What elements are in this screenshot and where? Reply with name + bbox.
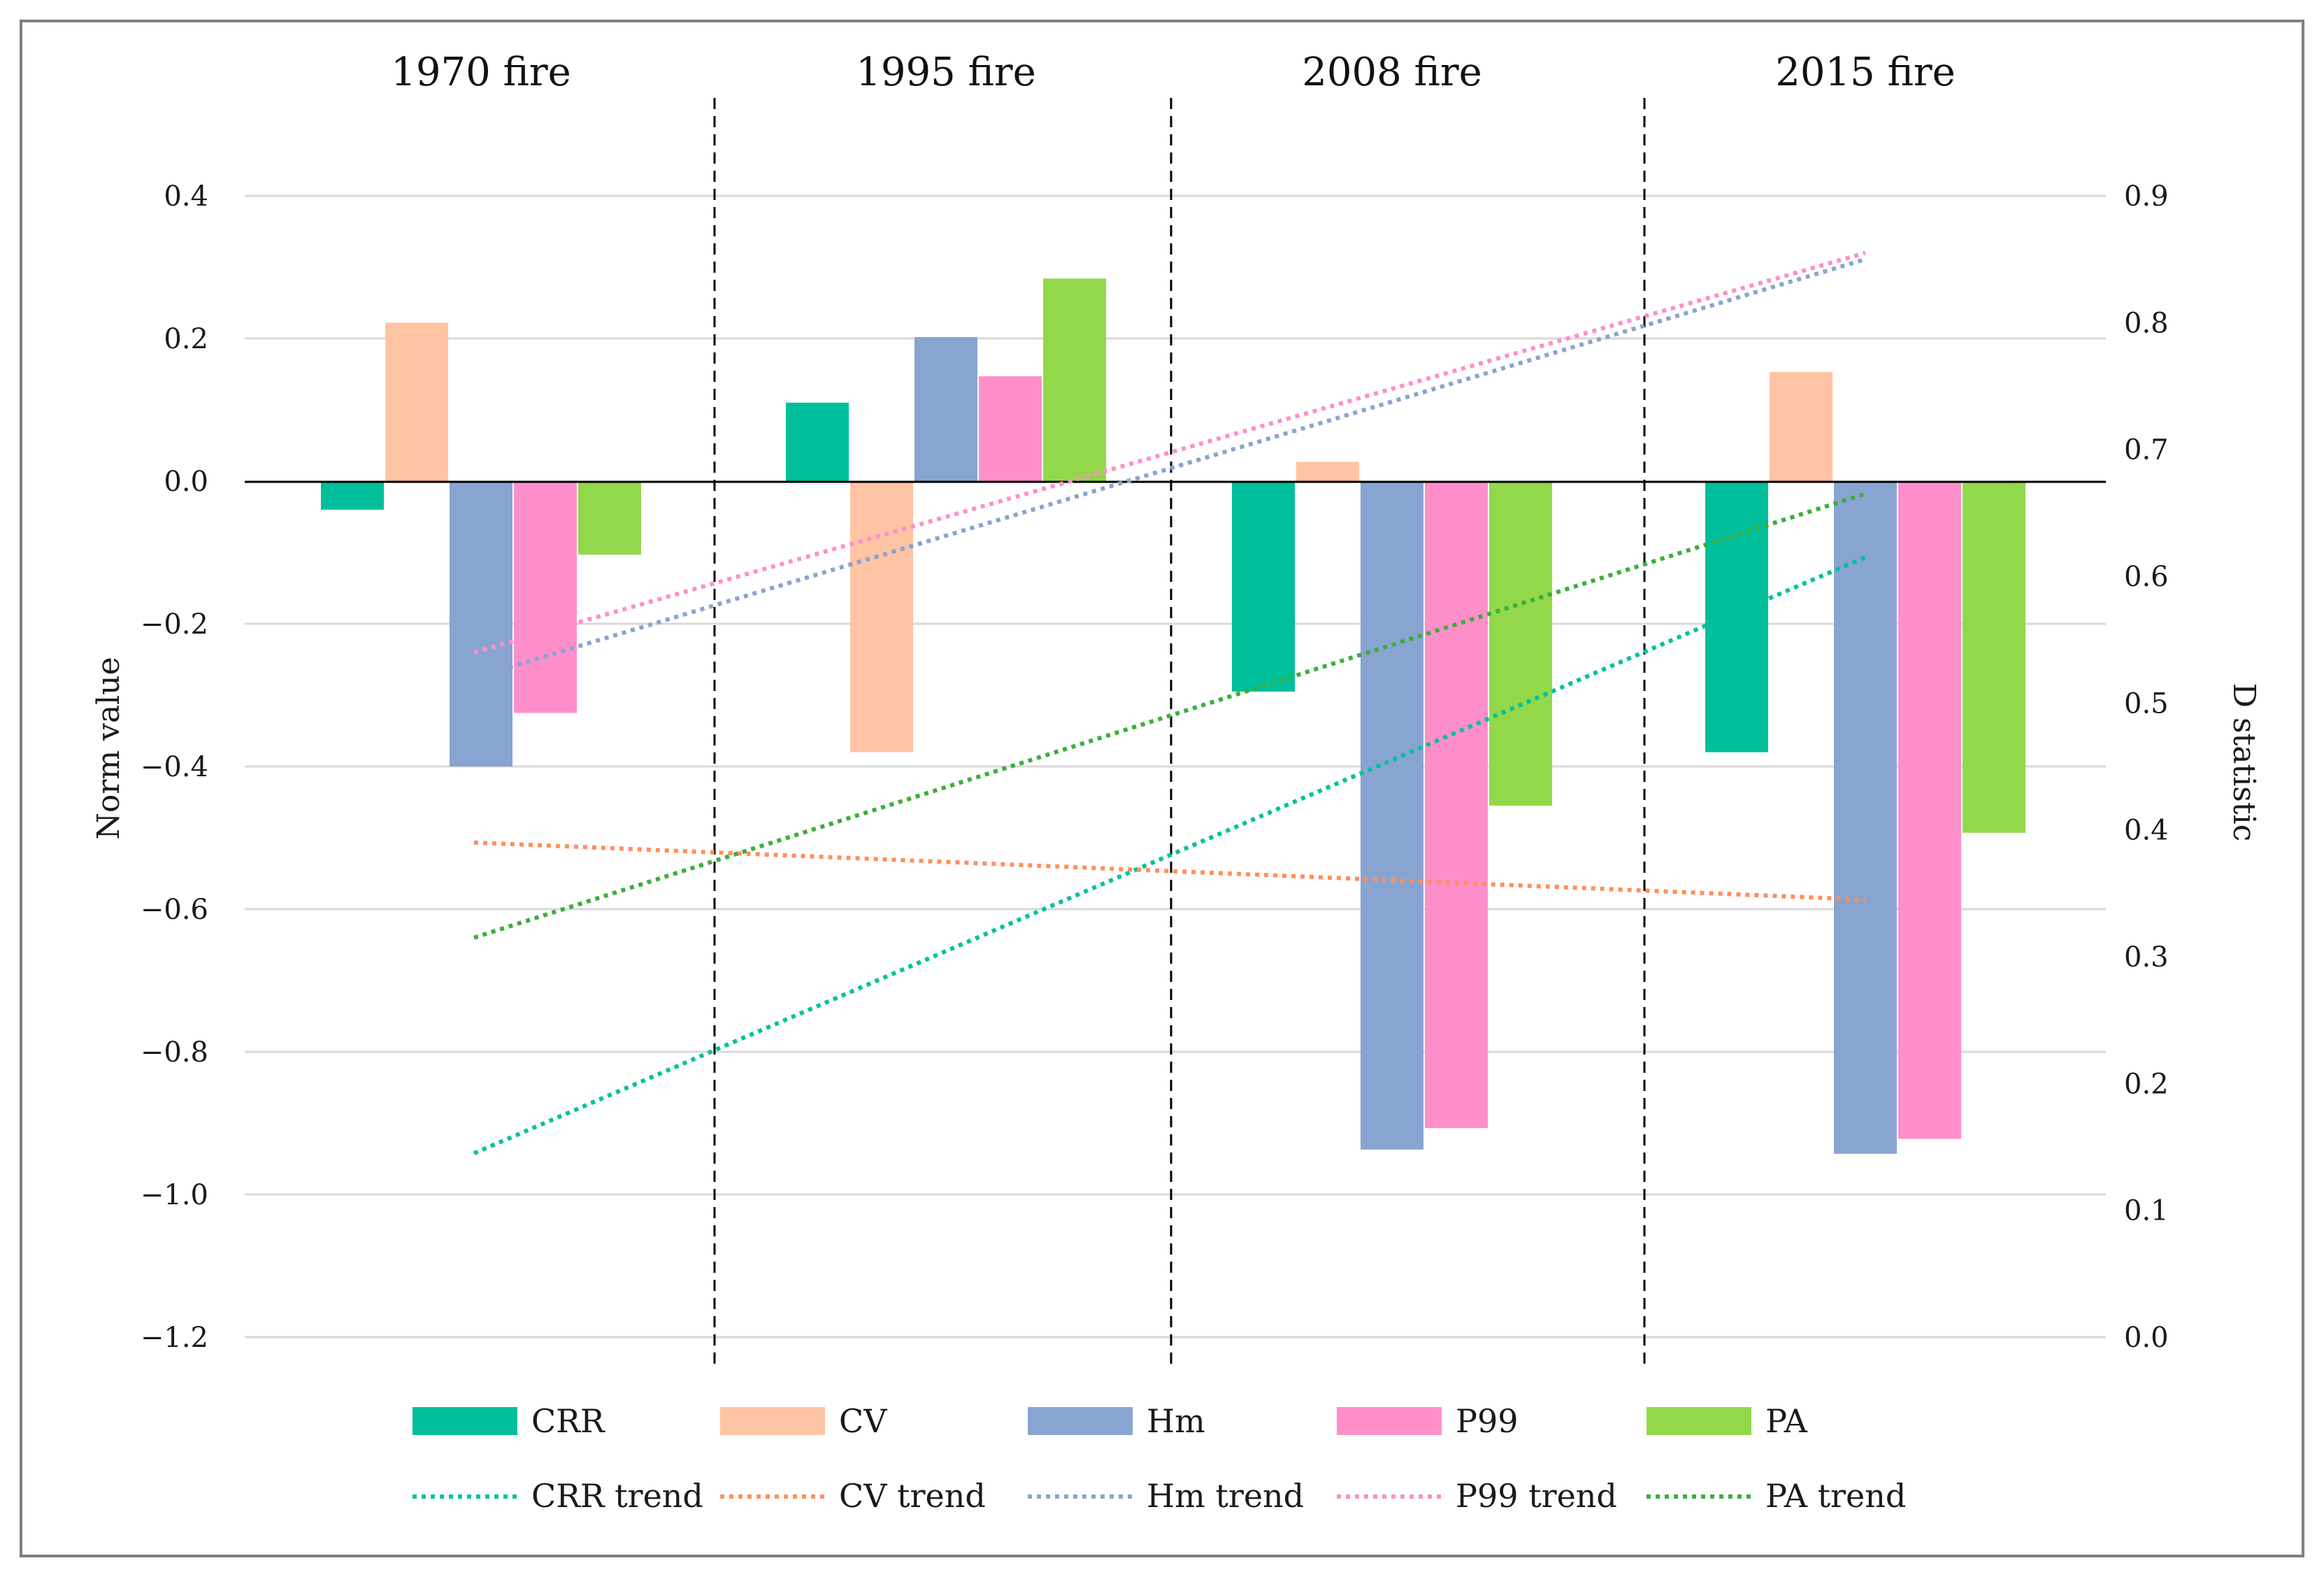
legend-label-hm: Hm (1147, 1402, 1205, 1440)
bar-pa (1043, 278, 1106, 481)
legend-label-hm-trend: Hm trend (1147, 1477, 1304, 1515)
y2-tick-label: 0.6 (2124, 561, 2169, 593)
bar-hm (914, 336, 977, 481)
y2-tick-label: 0.8 (2124, 307, 2169, 339)
legend-label-pa-trend: PA trend (1765, 1477, 1906, 1515)
bar-hm (450, 481, 512, 766)
bar-cv (385, 322, 448, 481)
legend-label-cv: CV (839, 1402, 887, 1440)
y2-axis-ticks: 0.9 0.8 0.7 0.6 0.5 0.4 0.3 0.2 0.1 0.0 (2124, 180, 2169, 1354)
y2-tick-label: 0.7 (2124, 434, 2169, 466)
group-title-label: 1995 fire (856, 50, 1036, 95)
bar-crr (1232, 481, 1295, 692)
bar-cv (850, 481, 913, 752)
legend-label-cv-trend: CV trend (839, 1477, 986, 1515)
bar-hm (1361, 481, 1423, 1150)
y-tick-label: 0.2 (164, 323, 208, 355)
group-dividers (713, 98, 1646, 1369)
trend-lines (473, 250, 1867, 1155)
y2-axis-title: D statistic (2226, 683, 2262, 842)
legend: CRR CV Hm P99 PA CRR trend CV trend Hm trend P99… (413, 1402, 1906, 1515)
group-title-label: 2008 fire (1302, 50, 1482, 95)
legend-swatch-crr (413, 1407, 517, 1435)
bar-p99 (1425, 481, 1488, 1129)
group-titles: 1970 fire 1995 fire 2008 fire 2015 fire (391, 50, 1956, 95)
y-tick-label: −0.6 (141, 894, 208, 926)
trend-line-crr (473, 555, 1867, 1155)
bar-cv (1770, 371, 1832, 481)
y-tick-label: −0.2 (141, 608, 208, 641)
legend-label-crr-trend: CRR trend (531, 1477, 703, 1515)
legend-label-crr: CRR (531, 1402, 605, 1440)
bar-crr (1705, 481, 1768, 752)
y2-tick-label: 0.4 (2124, 815, 2169, 847)
bar-pa (1963, 481, 2025, 833)
bar-pa (578, 481, 641, 555)
y2-tick-label: 0.0 (2124, 1322, 2169, 1354)
bar-hm (1834, 481, 1897, 1154)
bar-p99 (979, 376, 1042, 481)
bar-crr (321, 481, 384, 510)
y2-tick-label: 0.1 (2124, 1195, 2169, 1227)
legend-label-pa: PA (1765, 1402, 1808, 1440)
y2-tick-label: 0.3 (2124, 941, 2169, 973)
bar-pa (1489, 481, 1552, 806)
y-tick-label: −0.4 (141, 751, 208, 783)
trend-line-hm (473, 257, 1866, 680)
bar-crr (786, 402, 849, 481)
group-title-label: 2015 fire (1775, 50, 1956, 95)
group-title-label: 1970 fire (391, 50, 571, 95)
y-tick-label: −0.8 (141, 1036, 208, 1069)
legend-swatch-p99 (1337, 1407, 1442, 1435)
y-tick-label: 0.4 (164, 180, 208, 213)
legend-label-p99: P99 (1456, 1402, 1518, 1440)
y-tick-label: 0.0 (164, 466, 208, 498)
y2-tick-label: 0.9 (2124, 180, 2169, 213)
legend-label-p99-trend: P99 trend (1456, 1477, 1617, 1515)
y-tick-label: −1.2 (141, 1322, 208, 1354)
y2-tick-label: 0.2 (2124, 1068, 2169, 1100)
bar-p99 (1898, 481, 1961, 1139)
y-axis-ticks: 0.4 0.2 0.0 −0.2 −0.4 −0.6 −0.8 −1.0 −1.2 (141, 180, 208, 1354)
bar-p99 (514, 481, 577, 713)
legend-swatch-hm (1028, 1407, 1133, 1435)
bar-cv (1296, 462, 1359, 481)
trend-line-pa (473, 492, 1866, 940)
y2-tick-label: 0.5 (2124, 687, 2169, 720)
y-axis-title: Norm value (91, 657, 127, 839)
gridlines (245, 194, 2106, 1339)
legend-swatch-pa (1647, 1407, 1751, 1435)
legend-swatch-cv (720, 1407, 825, 1435)
y-tick-label: −1.0 (141, 1179, 208, 1211)
